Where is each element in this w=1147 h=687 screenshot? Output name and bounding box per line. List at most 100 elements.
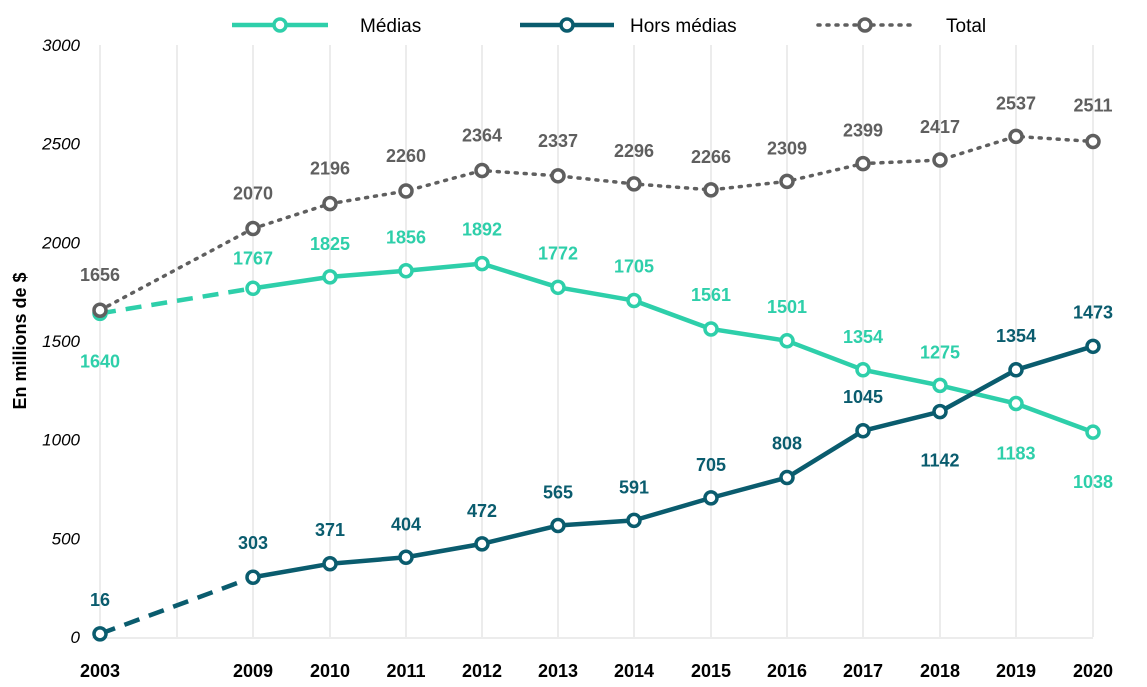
data-label: 1354 [996, 326, 1036, 346]
legend-marker [857, 17, 873, 33]
data-label: 1767 [233, 248, 273, 268]
data-point [245, 569, 261, 585]
y-tick-label: 1500 [42, 332, 80, 351]
data-point [932, 377, 948, 394]
series-line [252, 344, 1094, 580]
data-point [1008, 395, 1024, 412]
legend-marker [559, 17, 575, 33]
data-point [245, 280, 261, 297]
data-point [855, 423, 871, 439]
data-label: 1142 [920, 451, 959, 471]
data-point [932, 403, 948, 420]
data-label: 1045 [843, 387, 883, 407]
legend-label: Total [946, 16, 986, 37]
y-tick-label: 2500 [41, 135, 80, 154]
data-label: 591 [619, 477, 649, 497]
data-label: 2296 [614, 141, 654, 161]
y-tick-label: 0 [71, 628, 81, 647]
data-point [703, 490, 719, 506]
data-label: 404 [391, 514, 421, 534]
x-tick-label: 2014 [614, 661, 654, 681]
series-line [251, 134, 1095, 231]
x-tick-label: 2012 [462, 661, 502, 681]
x-tick-label: 2017 [843, 661, 883, 681]
data-label: 1183 [996, 444, 1035, 464]
data-label: 2070 [233, 184, 273, 204]
data-label: 1640 [80, 351, 120, 371]
x-tick-label: 2019 [996, 661, 1036, 681]
data-point [1008, 362, 1024, 378]
data-point [92, 302, 108, 318]
data-label: 705 [696, 455, 726, 475]
y-tick-label: 3000 [42, 36, 80, 55]
data-label: 2364 [462, 126, 502, 146]
data-point [550, 168, 566, 184]
data-point [550, 517, 566, 534]
data-point [322, 195, 338, 212]
data-point [322, 269, 338, 285]
data-point [1085, 338, 1101, 355]
data-label: 2537 [996, 93, 1036, 113]
data-point [474, 255, 490, 272]
data-label: 1473 [1073, 302, 1113, 322]
x-tick-label: 2011 [386, 661, 425, 681]
series-line-gap-segment [99, 575, 254, 636]
data-point [1085, 133, 1101, 150]
data-point [550, 279, 566, 296]
data-label: 2196 [310, 159, 350, 179]
data-label: 808 [772, 434, 802, 454]
data-point [322, 556, 338, 572]
data-point [398, 262, 414, 279]
data-point [1085, 424, 1101, 440]
data-point [474, 162, 490, 179]
data-label: 303 [238, 533, 268, 553]
data-point [855, 155, 871, 172]
data-label: 2309 [767, 138, 807, 158]
data-point [703, 321, 719, 337]
data-label: 2417 [920, 117, 960, 137]
x-tick-label: 2010 [310, 661, 350, 681]
data-label: 1561 [691, 285, 731, 305]
legend-marker [272, 17, 288, 33]
data-point [779, 469, 795, 486]
data-point [626, 512, 642, 529]
x-tick-label: 2020 [1073, 661, 1113, 681]
data-label: 1856 [386, 228, 426, 248]
data-label: 371 [315, 520, 345, 540]
x-tick-label: 2013 [538, 661, 578, 681]
data-label: 2511 [1073, 95, 1112, 115]
data-label: 2260 [386, 146, 426, 166]
data-point [474, 536, 490, 552]
data-point [626, 176, 642, 192]
data-point [626, 292, 642, 309]
legend-label: Hors médias [630, 16, 737, 37]
data-label: 1354 [843, 327, 883, 347]
data-label: 1038 [1073, 472, 1113, 492]
data-label: 472 [467, 501, 497, 521]
x-tick-label: 2009 [233, 661, 273, 681]
series-line [252, 261, 1094, 435]
data-point [1008, 128, 1024, 145]
data-point [398, 183, 414, 199]
data-point [779, 173, 795, 190]
data-point [779, 333, 795, 349]
data-point [245, 220, 261, 237]
data-point [855, 362, 871, 378]
data-label: 16 [90, 590, 110, 610]
x-tick-label: 2003 [80, 661, 120, 681]
y-tick-label: 2000 [41, 233, 80, 252]
x-tick-label: 2018 [920, 661, 960, 681]
y-tick-label: 500 [52, 529, 81, 548]
data-point [703, 182, 719, 198]
data-label: 1772 [538, 243, 578, 263]
data-point [92, 626, 108, 642]
data-point [932, 152, 948, 168]
data-label: 2399 [843, 121, 883, 141]
x-tick-label: 2015 [691, 661, 731, 681]
series-line-gap-segment [98, 226, 255, 312]
data-point [398, 549, 414, 566]
data-label: 1892 [462, 220, 502, 240]
x-tick-label: 2016 [767, 661, 807, 681]
